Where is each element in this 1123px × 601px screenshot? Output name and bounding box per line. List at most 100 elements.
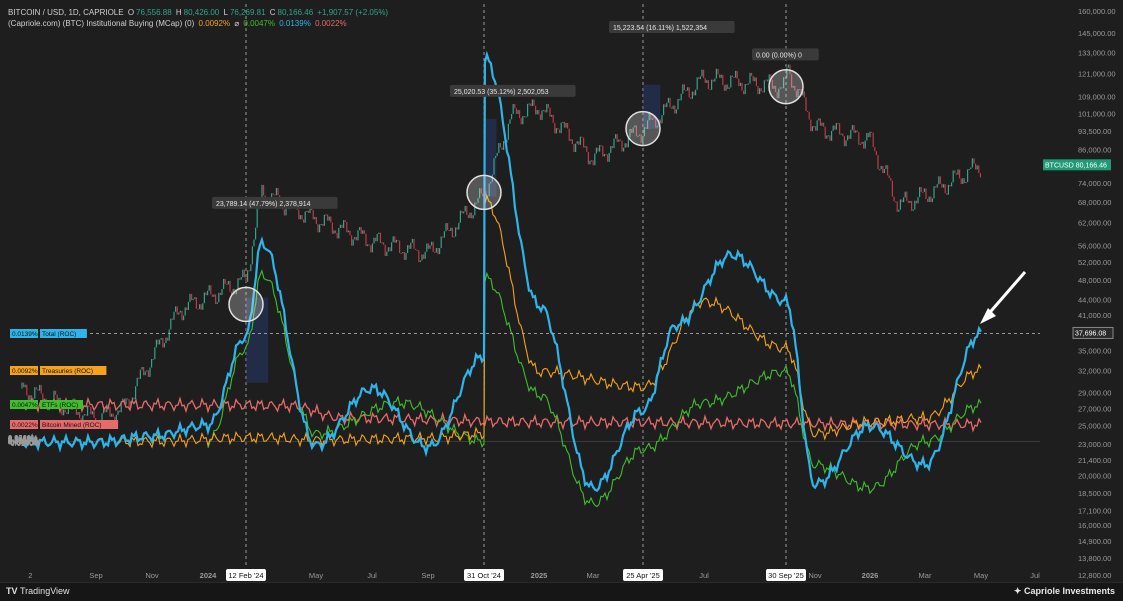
left-axis-tick: 0.0320% <box>8 435 38 444</box>
price-candle <box>146 370 148 372</box>
x-axis-tick: 12 Feb '24 <box>228 571 263 580</box>
left-axis-tick: 0.0360% <box>8 435 38 444</box>
price-candle <box>979 173 981 178</box>
price-candle <box>656 125 658 128</box>
price-candle <box>890 178 892 181</box>
price-candle <box>75 404 77 415</box>
price-candle <box>789 64 791 75</box>
price-candle <box>378 232 380 234</box>
price-candle <box>568 128 570 141</box>
price-candle <box>602 145 604 157</box>
price-candle <box>840 133 842 135</box>
price-candle <box>965 182 967 184</box>
price-candle <box>671 107 673 109</box>
price-candle <box>691 91 693 99</box>
price-candle <box>400 253 402 255</box>
x-axis-tick: 31 Oct '24 <box>467 571 501 580</box>
price-candle <box>338 228 340 239</box>
price-candle <box>403 252 405 260</box>
price-candle <box>413 238 415 249</box>
price-candle <box>727 84 729 89</box>
price-candle <box>194 297 196 299</box>
series-line-bitcoin-mined <box>21 396 982 434</box>
right-axis-tick: 52,000.00 <box>1078 258 1111 267</box>
left-axis-tick: 0.0400% <box>8 434 38 443</box>
total-value: 0.0139% <box>279 19 311 28</box>
price-candle <box>143 366 145 376</box>
price-candle <box>475 202 477 204</box>
price-candle <box>165 337 167 344</box>
left-axis-tick: 0.0560% <box>8 433 38 442</box>
price-candle <box>202 303 204 310</box>
price-candle <box>343 220 345 228</box>
left-axis-tick: 0.0040% <box>8 437 38 446</box>
price-candle <box>208 285 210 291</box>
price-candle <box>816 120 818 131</box>
price-candle <box>112 413 114 417</box>
price-candle <box>589 160 591 165</box>
price-candle <box>763 80 765 93</box>
price-candle <box>122 398 124 402</box>
price-candle <box>443 231 445 238</box>
right-axis-tick: 101,000.00 <box>1078 110 1116 119</box>
price-candle <box>872 132 874 147</box>
price-candle <box>328 216 330 221</box>
highlight-circle <box>466 174 502 211</box>
price-candle <box>408 245 410 249</box>
x-axis-tick: 2026 <box>862 571 879 580</box>
price-candle <box>583 137 585 148</box>
price-candle <box>584 146 586 148</box>
highlight-circle <box>228 286 264 323</box>
price-candle <box>666 102 668 108</box>
price-candle <box>696 77 698 90</box>
price-candle <box>341 224 343 228</box>
right-axis-tick: 160,000.00 <box>1078 7 1116 16</box>
price-candle <box>85 414 87 416</box>
x-axis-tick: Sep <box>89 571 102 580</box>
legend-value-box <box>10 366 38 375</box>
price-candle <box>587 152 589 165</box>
price-candle <box>323 214 325 226</box>
price-candle <box>461 210 463 214</box>
tradingview-logo[interactable]: TV TradingView <box>6 586 70 596</box>
price-candle <box>813 126 815 128</box>
x-tick-highlight <box>226 569 266 581</box>
right-axis-tick: 16,000.00 <box>1078 521 1111 530</box>
price-candle <box>139 369 141 379</box>
price-candle <box>360 227 362 234</box>
price-candle <box>599 145 601 152</box>
price-candle <box>765 79 767 81</box>
price-candle <box>160 338 162 340</box>
price-candle <box>939 176 941 184</box>
price-candle <box>891 180 893 197</box>
price-candle <box>706 80 708 83</box>
price-candle <box>135 386 137 400</box>
treasuries-value: 0.0092% <box>198 19 231 28</box>
x-axis-tick: Nov <box>808 571 822 580</box>
price-candle <box>642 136 644 143</box>
price-candle <box>549 107 551 117</box>
price-candle <box>951 182 953 187</box>
high-value: 80,426.00 <box>183 8 220 17</box>
price-candle <box>834 125 836 130</box>
price-candle <box>687 87 689 91</box>
price-candle <box>675 109 677 114</box>
price-candle <box>578 141 580 145</box>
right-axis-tick: 20,000.00 <box>1078 471 1111 480</box>
price-candle <box>743 90 745 95</box>
price-candle <box>315 217 317 225</box>
price-candle <box>707 80 709 90</box>
price-candle <box>632 127 634 133</box>
price-candle <box>232 288 234 295</box>
price-candle <box>907 200 909 203</box>
price-candle <box>538 110 540 115</box>
price-candle <box>512 103 514 114</box>
price-candle <box>335 230 337 234</box>
price-candle <box>531 99 533 107</box>
price-candle <box>771 79 773 89</box>
price-candle <box>176 306 178 315</box>
price-candle <box>720 74 722 78</box>
price-candle <box>919 187 921 198</box>
measure-label-bg <box>212 196 338 209</box>
